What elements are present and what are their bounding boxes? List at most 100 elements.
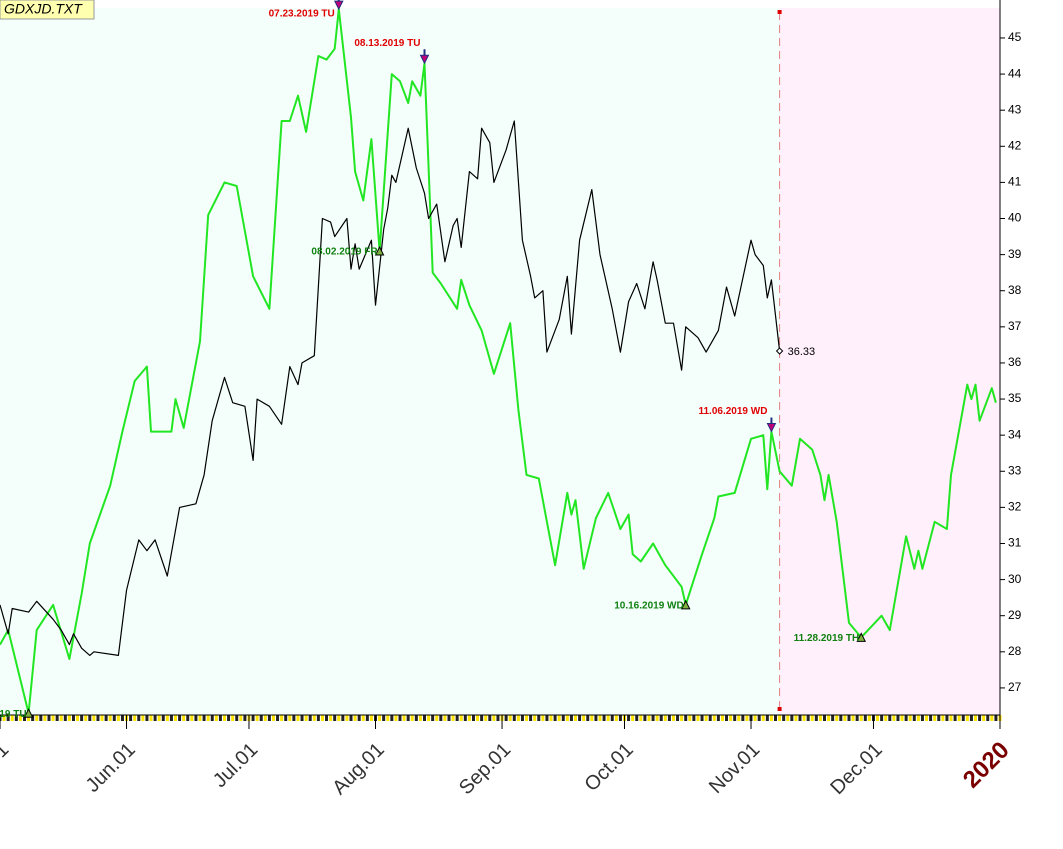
day-tick bbox=[418, 715, 422, 721]
y-tick-label: 27 bbox=[1008, 680, 1022, 694]
day-tick bbox=[47, 715, 51, 721]
day-tick bbox=[157, 715, 161, 721]
day-tick bbox=[51, 715, 55, 721]
day-tick bbox=[104, 715, 108, 721]
day-tick bbox=[231, 715, 235, 721]
last-value-marker bbox=[775, 347, 784, 355]
day-tick bbox=[218, 715, 222, 721]
day-tick bbox=[96, 715, 100, 721]
y-tick-label: 37 bbox=[1008, 319, 1022, 333]
day-tick bbox=[271, 715, 275, 721]
day-tick bbox=[782, 715, 786, 721]
day-tick bbox=[827, 715, 831, 721]
day-tick bbox=[741, 715, 745, 721]
day-tick bbox=[590, 715, 594, 721]
x-tick-label: May.01 bbox=[0, 739, 13, 800]
day-tick bbox=[545, 715, 549, 721]
day-tick bbox=[802, 715, 806, 721]
day-tick bbox=[761, 715, 765, 721]
day-tick bbox=[259, 715, 263, 721]
x-tick-label: Jun.01 bbox=[82, 739, 140, 797]
day-tick bbox=[84, 715, 88, 721]
day-tick bbox=[937, 715, 941, 721]
day-tick bbox=[712, 715, 716, 721]
day-tick bbox=[659, 715, 663, 721]
day-tick bbox=[516, 715, 520, 721]
y-tick-label: 35 bbox=[1008, 391, 1022, 405]
day-tick bbox=[961, 715, 965, 721]
low-marker bbox=[374, 245, 385, 256]
day-tick bbox=[769, 715, 773, 721]
day-tick bbox=[206, 715, 210, 721]
day-tick bbox=[635, 715, 639, 721]
day-tick bbox=[982, 715, 986, 721]
day-tick bbox=[120, 715, 124, 721]
day-tick bbox=[406, 715, 410, 721]
day-tick bbox=[651, 715, 655, 721]
day-tick bbox=[357, 715, 361, 721]
day-tick bbox=[349, 715, 353, 721]
day-tick bbox=[839, 715, 843, 721]
day-tick bbox=[39, 715, 43, 721]
low-label: 11.28.2019 TH bbox=[794, 633, 860, 644]
day-tick bbox=[541, 715, 545, 721]
day-tick bbox=[578, 715, 582, 721]
day-tick bbox=[80, 715, 84, 721]
day-tick bbox=[92, 715, 96, 721]
day-tick bbox=[414, 715, 418, 721]
x-tick-label: Jul.01 bbox=[209, 739, 262, 792]
day-tick bbox=[957, 715, 961, 721]
day-tick bbox=[855, 715, 859, 721]
day-tick bbox=[133, 715, 137, 721]
day-tick bbox=[100, 715, 104, 721]
day-tick bbox=[190, 715, 194, 721]
high-label: 07.23.2019 TU bbox=[269, 9, 335, 20]
day-tick bbox=[688, 715, 692, 721]
y-tick-label: 31 bbox=[1008, 536, 1022, 550]
day-tick bbox=[798, 715, 802, 721]
day-tick bbox=[778, 715, 782, 721]
day-tick bbox=[790, 715, 794, 721]
day-tick bbox=[378, 715, 382, 721]
day-tick bbox=[614, 715, 618, 721]
y-tick-label: 43 bbox=[1008, 102, 1022, 116]
day-tick bbox=[239, 715, 243, 721]
y-tick-label: 42 bbox=[1008, 138, 1022, 152]
day-tick bbox=[525, 715, 529, 721]
y-tick-label: 40 bbox=[1008, 211, 1022, 225]
y-tick-label: 45 bbox=[1008, 30, 1022, 44]
day-tick bbox=[647, 715, 651, 721]
day-tick bbox=[569, 715, 573, 721]
day-tick bbox=[941, 715, 945, 721]
day-tick bbox=[986, 715, 990, 721]
high-label: 11.06.2019 WD bbox=[698, 406, 767, 417]
day-tick bbox=[716, 715, 720, 721]
y-tick-label: 30 bbox=[1008, 572, 1022, 586]
day-tick bbox=[537, 715, 541, 721]
day-tick bbox=[137, 715, 141, 721]
day-tick bbox=[618, 715, 622, 721]
day-tick bbox=[235, 715, 239, 721]
day-tick bbox=[643, 715, 647, 721]
day-tick bbox=[35, 715, 39, 721]
day-tick bbox=[876, 715, 880, 721]
day-tick bbox=[88, 715, 92, 721]
day-tick bbox=[729, 715, 733, 721]
day-tick bbox=[794, 715, 798, 721]
day-tick bbox=[292, 715, 296, 721]
day-tick bbox=[329, 715, 333, 721]
day-tick bbox=[471, 715, 475, 721]
day-tick bbox=[18, 715, 22, 721]
day-tick bbox=[390, 715, 394, 721]
symbol-label: GDXJD.TXT bbox=[4, 1, 83, 17]
day-tick bbox=[945, 715, 949, 721]
day-tick bbox=[488, 715, 492, 721]
day-tick bbox=[549, 715, 553, 721]
day-tick bbox=[520, 715, 524, 721]
day-tick bbox=[565, 715, 569, 721]
day-tick bbox=[631, 715, 635, 721]
day-tick bbox=[602, 715, 606, 721]
day-tick bbox=[994, 715, 998, 721]
day-tick bbox=[822, 715, 826, 721]
